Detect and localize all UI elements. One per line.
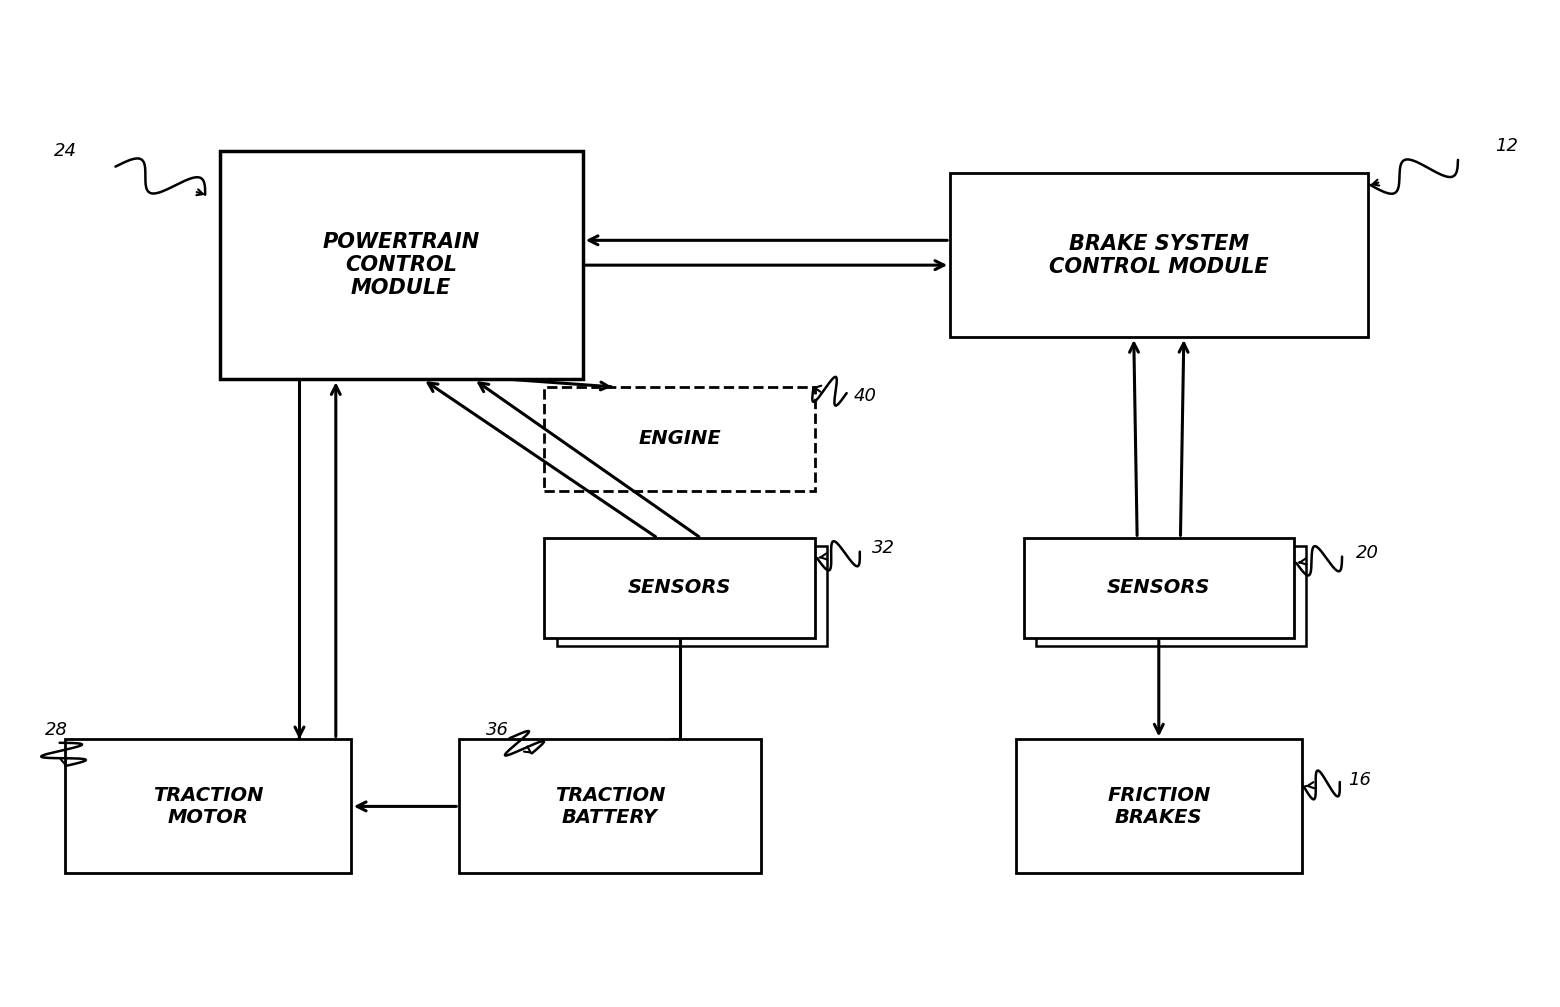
Bar xyxy=(459,739,761,873)
Text: 32: 32 xyxy=(872,539,895,557)
Text: TRACTION
BATTERY: TRACTION BATTERY xyxy=(555,785,665,827)
Text: POWERTRAIN
CONTROL
MODULE: POWERTRAIN CONTROL MODULE xyxy=(323,232,480,298)
Text: 16: 16 xyxy=(1348,770,1371,788)
Text: SENSORS: SENSORS xyxy=(1108,578,1211,597)
Text: SENSORS: SENSORS xyxy=(627,578,732,597)
Bar xyxy=(557,546,827,645)
Text: ENGINE: ENGINE xyxy=(638,429,721,448)
Bar xyxy=(1016,739,1301,873)
Text: 40: 40 xyxy=(853,388,877,405)
Text: 24: 24 xyxy=(55,142,76,160)
Text: 12: 12 xyxy=(1494,137,1518,155)
Text: 28: 28 xyxy=(45,721,69,739)
Text: 20: 20 xyxy=(1356,544,1379,562)
Bar xyxy=(950,173,1368,337)
Text: BRAKE SYSTEM
CONTROL MODULE: BRAKE SYSTEM CONTROL MODULE xyxy=(1048,234,1268,277)
Bar xyxy=(544,539,814,637)
Text: FRICTION
BRAKES: FRICTION BRAKES xyxy=(1108,785,1211,827)
Bar xyxy=(220,151,583,380)
Bar xyxy=(66,739,351,873)
Bar xyxy=(544,387,814,491)
Text: TRACTION
MOTOR: TRACTION MOTOR xyxy=(153,785,264,827)
Bar xyxy=(1023,539,1295,637)
Text: 36: 36 xyxy=(485,721,509,739)
Bar xyxy=(1036,546,1306,645)
